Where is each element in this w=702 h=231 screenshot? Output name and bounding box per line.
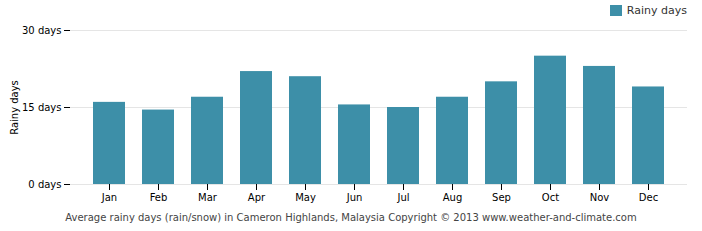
svg-text:Sep: Sep <box>492 192 511 203</box>
svg-text:May: May <box>295 192 316 203</box>
html-text:Rainy days: Rainy days <box>626 3 687 17</box>
svg-text:Feb: Feb <box>150 192 168 203</box>
svg-text:Jul: Jul <box>396 192 409 203</box>
svg-text:Oct: Oct <box>542 192 559 203</box>
svg-text:Apr: Apr <box>248 192 266 203</box>
svg-text:Jun: Jun <box>346 192 363 203</box>
svg-text:0 days: 0 days <box>28 179 61 190</box>
svg-text:Mar: Mar <box>198 192 218 203</box>
svg-text:Rainy days: Rainy days <box>9 80 20 135</box>
svg-text:15 days: 15 days <box>22 102 62 113</box>
svg-text:Jan: Jan <box>101 192 117 203</box>
svg-text:30 days: 30 days <box>22 25 62 36</box>
svg-text:Aug: Aug <box>443 192 463 203</box>
svg-text:Nov: Nov <box>590 192 610 203</box>
html-text:Average rainy days (rain/snow): Average rainy days (rain/snow) in Camero… <box>65 212 637 223</box>
svg-text:Dec: Dec <box>639 192 658 203</box>
